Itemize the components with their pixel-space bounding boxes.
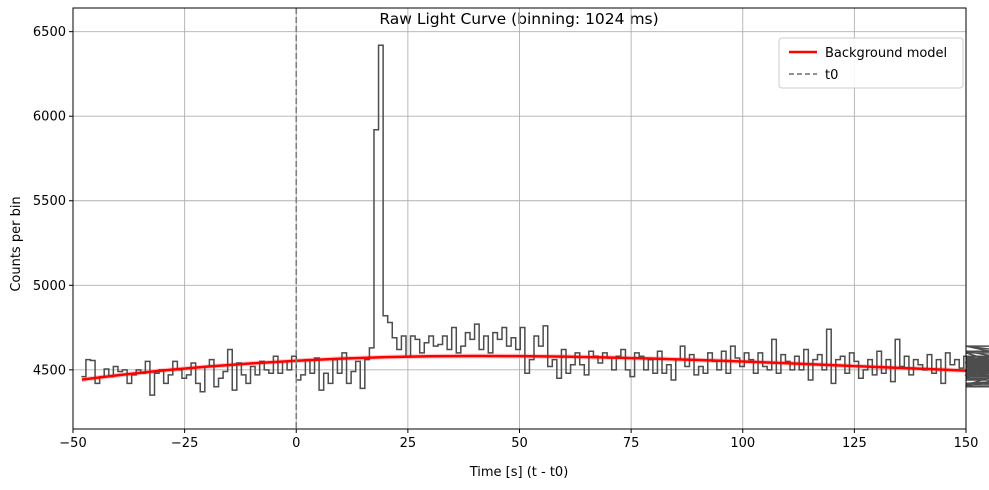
x-tick-label: 75 — [623, 436, 640, 451]
y-axis-ticks: 4500 5000 5500 6000 6500 — [33, 25, 73, 378]
y-tick-label: 6000 — [33, 110, 66, 125]
x-axis-label: Time [s] (t - t0) — [469, 465, 569, 480]
x-tick-label: 100 — [730, 436, 755, 451]
y-tick-label: 5500 — [33, 194, 66, 209]
x-tick-label: 50 — [511, 436, 528, 451]
legend-label-background-model: Background model — [825, 46, 947, 61]
x-tick-label: 25 — [400, 436, 417, 451]
background-model-line — [81, 354, 967, 381]
y-tick-label: 6500 — [33, 25, 66, 40]
series-layer — [81, 8, 989, 429]
y-axis-label: Counts per bin — [9, 196, 24, 291]
x-tick-label: 150 — [954, 436, 979, 451]
chart-title: Raw Light Curve (binning: 1024 ms) — [379, 10, 658, 28]
x-axis-ticks: −50 −25 0 25 50 75 100 125 150 — [59, 429, 978, 451]
x-tick-label: 125 — [842, 436, 867, 451]
x-tick-label: 0 — [292, 436, 300, 451]
x-tick-label: −50 — [59, 436, 86, 451]
legend-label-t0: t0 — [825, 68, 838, 83]
legend: Background model t0 — [778, 37, 964, 89]
y-tick-label: 4500 — [33, 363, 66, 378]
legend-frame — [778, 37, 964, 89]
y-tick-label: 5000 — [33, 279, 66, 294]
x-tick-label: −25 — [171, 436, 198, 451]
light-curve-step-line — [81, 44, 989, 396]
